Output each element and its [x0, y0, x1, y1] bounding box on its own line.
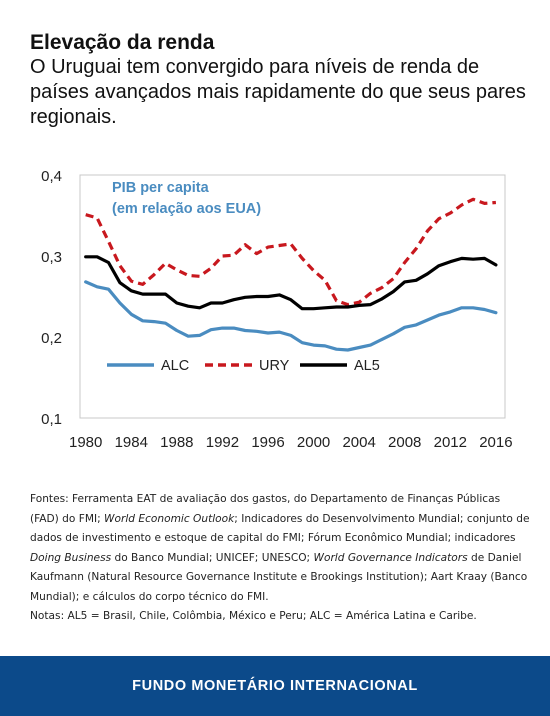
x-tick-label: 2012 — [434, 434, 467, 451]
x-tick-label: 2008 — [388, 434, 421, 451]
sources-mid1: ; Indicadores do Desenvolvimento Mundial… — [30, 512, 530, 545]
x-tick-label: 1996 — [251, 434, 284, 451]
weo-text: World Economic Outlook — [104, 512, 235, 525]
sources-suffix: de Daniel Kaufmann (Natural Resource Gov… — [30, 551, 528, 603]
y-tick-label: 0,4 — [41, 168, 62, 185]
y-tick-label: 0,1 — [41, 411, 62, 428]
series-line-alc — [84, 280, 498, 352]
x-tick-label: 2016 — [479, 434, 512, 451]
x-tick-label: 2000 — [297, 434, 330, 451]
sources-prefix: Fontes: Ferramenta EAT de avaliação dos … — [30, 493, 501, 525]
x-tick-label: 1980 — [69, 434, 102, 451]
legend-label-al5: AL5 — [354, 358, 380, 374]
footer-label: FUNDO MONETÁRIO INTERNACIONAL — [132, 678, 418, 694]
series-line-ury — [85, 197, 497, 307]
x-tick-label: 1988 — [160, 434, 193, 451]
notes-line: Notas: AL5 = Brasil, Chile, Colômbia, Mé… — [30, 610, 477, 622]
doing-business-text: Doing Business — [30, 551, 112, 564]
sources-mid2: do Banco Mundial; UNICEF; UNESCO; — [111, 551, 314, 564]
x-tick-label: 2004 — [342, 434, 375, 451]
x-tick-label: 1984 — [115, 434, 148, 451]
footer-bar: FUNDO MONETÁRIO INTERNACIONAL — [0, 656, 550, 716]
y-tick-label: 0,2 — [41, 330, 62, 347]
legend-label-alc: ALC — [161, 358, 189, 374]
chart-title: Elevação da renda — [30, 31, 215, 54]
chart-annotation: PIB per capita — [112, 180, 210, 196]
legend-label-ury: URY — [259, 358, 290, 374]
governance-text: World Governance Indicators — [313, 551, 468, 564]
y-tick-label: 0,3 — [41, 249, 62, 266]
plot-area — [79, 174, 506, 419]
chart-annotation: (em relação aos EUA) — [112, 201, 261, 217]
sources-text: Fontes: Ferramenta EAT de avaliação dos … — [30, 490, 530, 607]
chart-header: Elevação da renda O Uruguai tem convergi… — [30, 31, 530, 130]
x-tick-label: 1992 — [206, 434, 239, 451]
sources-notes: Fontes: Ferramenta EAT de avaliação dos … — [30, 490, 530, 627]
chart-subtitle: O Uruguai tem convergido para níveis de … — [30, 56, 526, 128]
series-line-al5 — [84, 255, 498, 311]
line-chart: 0,1 0,2 0,3 0,4 1980 1984 1988 1992 1996 2000 2004… — [41, 168, 512, 451]
